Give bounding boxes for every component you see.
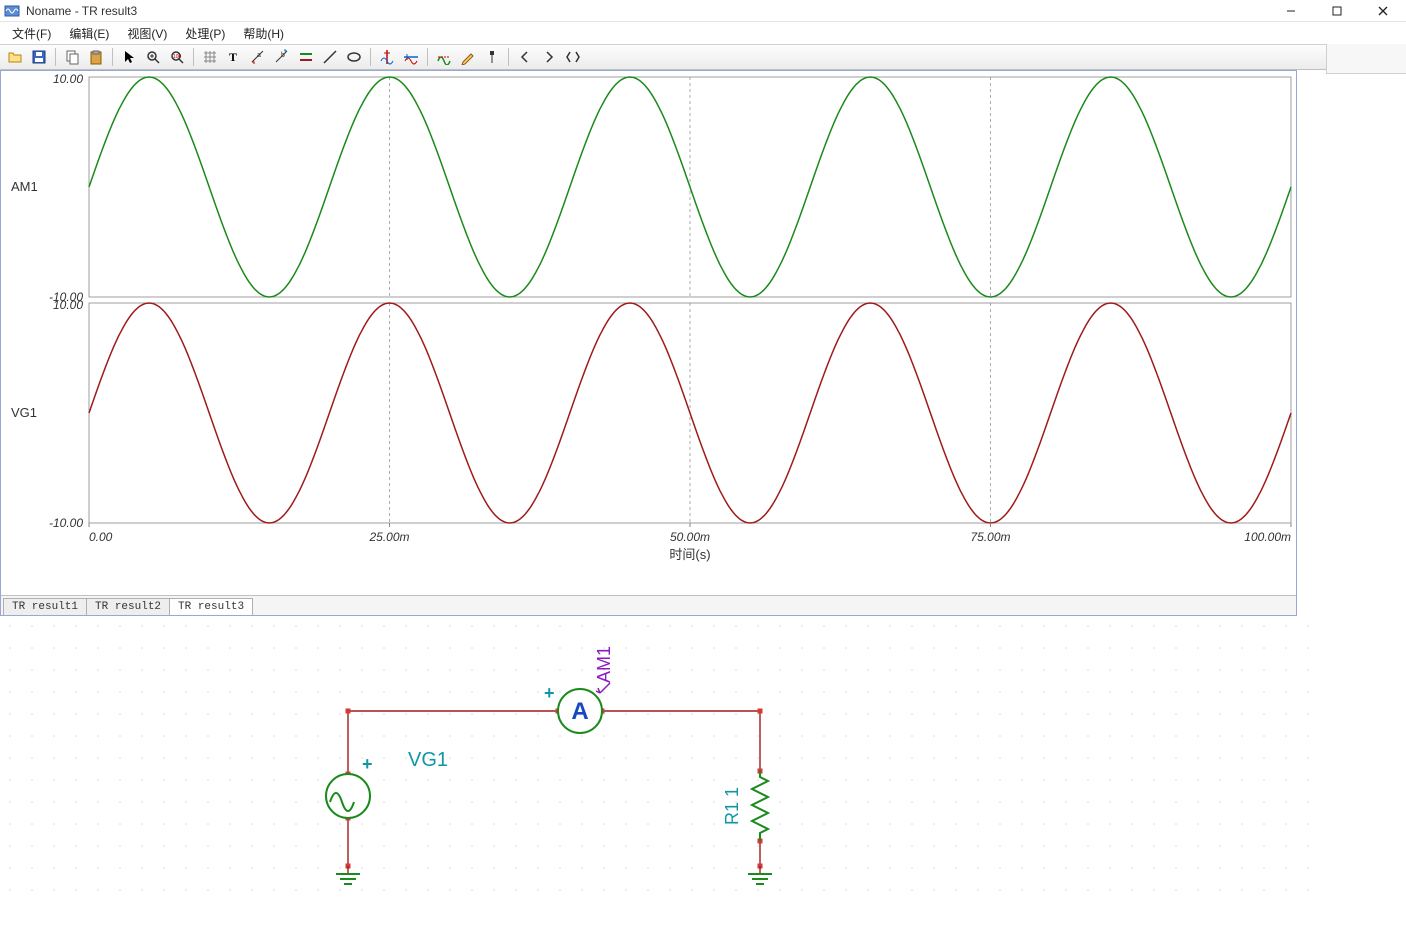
window-controls: [1268, 0, 1406, 22]
svg-text:AM1: AM1: [11, 179, 38, 194]
result-tab[interactable]: TR result1: [3, 598, 87, 615]
svg-text:75.00m: 75.00m: [970, 530, 1010, 544]
maximize-button[interactable]: [1314, 0, 1360, 22]
line-legend-icon[interactable]: [295, 46, 317, 68]
svg-text:+: +: [362, 754, 373, 774]
nav-left-icon[interactable]: [514, 46, 536, 68]
svg-text:100: 100: [173, 54, 182, 60]
svg-text:-10.00: -10.00: [49, 516, 83, 530]
menu-edit[interactable]: 编辑(E): [61, 23, 117, 44]
svg-text:50.00m: 50.00m: [670, 530, 710, 544]
svg-text:b: b: [281, 52, 285, 59]
svg-text:10.00: 10.00: [53, 298, 83, 312]
right-panel-sliver: [1326, 44, 1406, 74]
svg-text:a: a: [257, 52, 261, 59]
copy-icon[interactable]: [61, 46, 83, 68]
schematic-canvas[interactable]: + VG1 A + AM1 R1 1: [0, 616, 1325, 896]
zoom-100-icon[interactable]: 100: [166, 46, 188, 68]
toolbar-separator: [112, 48, 113, 66]
ellipse-icon[interactable]: [343, 46, 365, 68]
ruler-a-icon[interactable]: a: [247, 46, 269, 68]
toolbar: 100 Ta b: [0, 44, 1406, 70]
line-icon[interactable]: [319, 46, 341, 68]
svg-text:R1 1: R1 1: [722, 787, 742, 825]
result-tab[interactable]: TR result3: [169, 598, 253, 615]
svg-text:25.00m: 25.00m: [368, 530, 409, 544]
app-icon: [4, 3, 20, 19]
window-title: Noname - TR result3: [26, 4, 137, 18]
result-window: 10.00-10.00AM110.00-10.00VG10.0025.00m50…: [0, 70, 1297, 616]
result-tabs: TR result1TR result2TR result3: [1, 595, 1296, 615]
plot-svg: 10.00-10.00AM110.00-10.00VG10.0025.00m50…: [1, 71, 1296, 595]
schematic-svg: + VG1 A + AM1 R1 1: [0, 616, 1325, 896]
menu-file[interactable]: 文件(F): [4, 23, 59, 44]
svg-text:10.00: 10.00: [53, 72, 83, 86]
toolbar-separator: [427, 48, 428, 66]
svg-text:时间(s): 时间(s): [669, 547, 710, 562]
cursor-x-icon[interactable]: [376, 46, 398, 68]
ruler-b-icon[interactable]: b: [271, 46, 293, 68]
svg-text:100.00m: 100.00m: [1244, 530, 1291, 544]
toolbar-separator: [370, 48, 371, 66]
paste-icon[interactable]: [85, 46, 107, 68]
menu-process[interactable]: 处理(P): [177, 23, 233, 44]
pencil-icon[interactable]: [457, 46, 479, 68]
minimize-button[interactable]: [1268, 0, 1314, 22]
save-icon[interactable]: [28, 46, 50, 68]
svg-text:VG1: VG1: [11, 405, 37, 420]
svg-text:T: T: [229, 50, 237, 64]
toolbar-separator: [193, 48, 194, 66]
svg-text:AM1: AM1: [594, 646, 614, 683]
nav-right-icon[interactable]: [538, 46, 560, 68]
nav-expand-icon[interactable]: [562, 46, 584, 68]
pointer-icon[interactable]: [118, 46, 140, 68]
menu-view[interactable]: 视图(V): [119, 23, 175, 44]
svg-text:A: A: [571, 698, 588, 725]
result-tab[interactable]: TR result2: [86, 598, 170, 615]
close-button[interactable]: [1360, 0, 1406, 22]
toolbar-separator: [55, 48, 56, 66]
open-icon[interactable]: [4, 46, 26, 68]
svg-text:0.00: 0.00: [89, 530, 113, 544]
marker-icon[interactable]: [481, 46, 503, 68]
text-icon[interactable]: T: [223, 46, 245, 68]
zoom-in-icon[interactable]: [142, 46, 164, 68]
toolbar-separator: [508, 48, 509, 66]
titlebar: Noname - TR result3: [0, 0, 1406, 22]
menubar: 文件(F) 编辑(E) 视图(V) 处理(P) 帮助(H): [0, 22, 1406, 44]
postproc-icon[interactable]: [433, 46, 455, 68]
menu-help[interactable]: 帮助(H): [235, 23, 292, 44]
cursor-y-icon[interactable]: [400, 46, 422, 68]
plot-area[interactable]: 10.00-10.00AM110.00-10.00VG10.0025.00m50…: [1, 71, 1296, 595]
svg-text:VG1: VG1: [408, 749, 448, 771]
svg-text:+: +: [544, 683, 555, 703]
grid-icon[interactable]: [199, 46, 221, 68]
